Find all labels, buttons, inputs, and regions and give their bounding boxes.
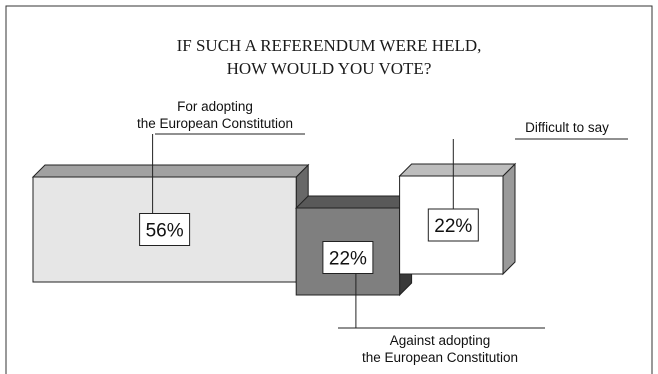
category-label-2-line-1: Against adopting — [390, 333, 491, 348]
value-label-1: 56% — [146, 221, 184, 242]
category-label-3-line-1: Difficult to say — [525, 120, 609, 135]
value-label-2: 22% — [329, 249, 367, 270]
value-box-3 — [427, 208, 479, 242]
bar-3-top — [398, 163, 517, 177]
category-label-1-line-1: For adopting — [177, 99, 253, 114]
labels-layer: 56% 22% 22% For adopting the European Consti… — [137, 99, 628, 365]
bar-1-top — [31, 164, 310, 178]
value-label-3: 22% — [434, 216, 472, 237]
value-box-1 — [139, 213, 191, 246]
bar-3-side — [502, 162, 516, 276]
chart-title-line-2: HOW WOULD YOU VOTE? — [227, 59, 432, 78]
category-label-1-line-2: the European Constitution — [137, 116, 293, 131]
bar-2-top — [294, 195, 413, 209]
value-box-2 — [322, 241, 374, 274]
chart-title-line-1: IF SUCH A REFERENDUM WERE HELD, — [177, 36, 482, 55]
category-label-2-line-2: the European Constitution — [362, 350, 518, 365]
